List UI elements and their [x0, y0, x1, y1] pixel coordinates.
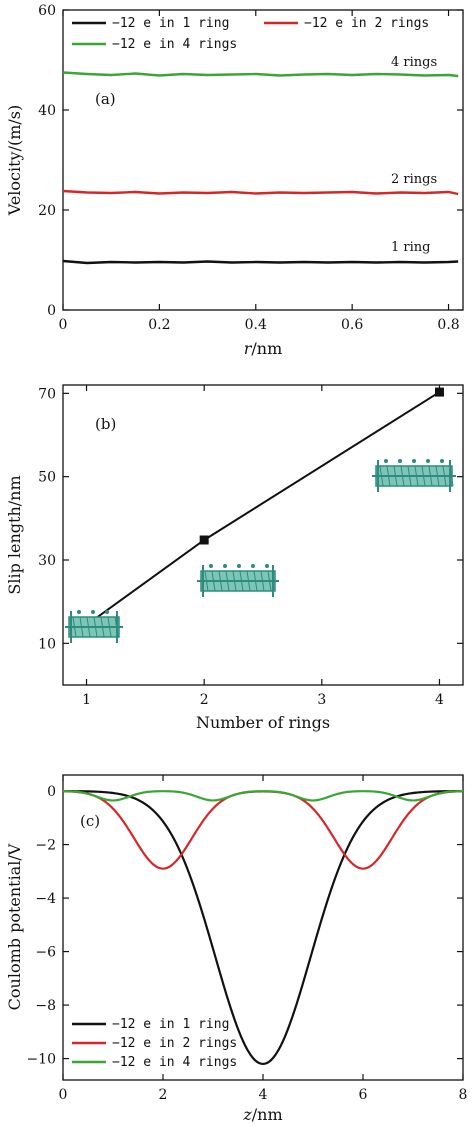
panel-c-label: (c) [80, 812, 100, 830]
panel-b-xtick-label: 1 [82, 692, 91, 708]
panel-b-ytick-label: 70 [38, 386, 56, 402]
panel-c-xlabel: z/nm [242, 1105, 282, 1124]
panel-a-legend: −12 e in 1 ring −12 e in 2 rings −12 e i… [72, 16, 429, 52]
charge-dot [398, 459, 402, 463]
panel-a-xtick-label: 0.8 [437, 317, 459, 333]
panel-b-xtick-label: 3 [317, 692, 326, 708]
panel-b-ytick-label: 30 [38, 553, 56, 569]
legend-a-label-2: −12 e in 2 rings [304, 16, 429, 31]
panel-c: 0 2 4 6 8 0 −2 −4 −6 −8 −10 (c) Coulomb potential/… [5, 774, 468, 1124]
panel-a-series-2 [62, 189, 459, 196]
panel-c-legend: −12 e in 1 ring −12 e in 2 rings −12 e i… [72, 1017, 237, 1070]
panel-b-xtick-label: 4 [435, 692, 444, 708]
charge-dot [384, 459, 388, 463]
nanotube-1-ring-illustration [65, 610, 123, 643]
charge-dot [426, 459, 430, 463]
panel-c-ytick-label: −10 [26, 1052, 56, 1068]
legend-c-label-2: −12 e in 2 rings [112, 1036, 237, 1051]
panel-c-xtick-label: 2 [159, 1087, 168, 1103]
panel-c-xtick-label: 6 [359, 1087, 368, 1103]
panel-a-xtick-label: 0 [59, 317, 68, 333]
panel-c-ytick-label: −2 [35, 838, 56, 854]
charge-dot [412, 459, 416, 463]
legend-a-label-1: −12 e in 1 ring [112, 16, 229, 31]
charge-dot [265, 564, 269, 568]
charge-dot [251, 564, 255, 568]
annotation-2-rings: 2 rings [391, 172, 437, 187]
nanotube-2-rings-illustration [197, 564, 279, 597]
charge-dot [223, 564, 227, 568]
panel-b-frame [62, 384, 464, 686]
panel-a-label: (a) [95, 90, 116, 108]
panel-b-label: (b) [95, 415, 116, 433]
charge-dot [105, 610, 109, 614]
annotation-1-ring: 1 ring [391, 240, 430, 255]
panel-b-ytick-label: 50 [38, 470, 56, 486]
panel-b-xlabel: Number of rings [196, 713, 330, 732]
panel-b-ytick-label: 10 [38, 636, 56, 652]
panel-a-xlabel-unit: /nm [251, 339, 282, 358]
coulomb-series-3 [62, 790, 464, 802]
panel-a-series-3 [62, 71, 459, 78]
panel-c-ylabel: Coulomb potential/V [5, 843, 24, 1010]
panel-a-xlabel-var: r [244, 339, 253, 358]
panel-c-xtick-label: 8 [459, 1087, 468, 1103]
panel-c-ytick-label: −4 [35, 891, 56, 907]
panel-a-xtick-label: 0.6 [341, 317, 363, 333]
annotation-4-rings: 4 rings [391, 55, 437, 70]
panel-c-xtick-label: 0 [59, 1087, 68, 1103]
charge-dot [237, 564, 241, 568]
panel-c-xtick-label: 4 [259, 1087, 268, 1103]
panel-a-ytick-label: 0 [47, 303, 56, 319]
charge-dot [209, 564, 213, 568]
charge-dot [91, 610, 95, 614]
panel-a-ylabel: Velocity/(m/s) [5, 105, 24, 217]
legend-c-label-1: −12 e in 1 ring [112, 1017, 229, 1032]
panel-a-ytick-label: 40 [38, 103, 56, 119]
panel-b-xtick-label: 2 [200, 692, 209, 708]
charge-dot [440, 459, 444, 463]
panel-b: 1 2 3 4 10 30 50 70 (b) Slip length/nm Number o… [5, 384, 464, 732]
panel-c-ytick-label: 0 [47, 784, 56, 800]
panel-a-xlabel: r/nm [244, 339, 283, 358]
panel-a-xtick-label: 0.4 [245, 317, 267, 333]
slip-length-point [434, 387, 444, 397]
panel-a-series-1 [62, 259, 459, 265]
panel-a-ytick-label: 60 [38, 3, 56, 19]
panel-a-frame [62, 9, 464, 311]
panel-c-xlabel-var: z [242, 1105, 252, 1124]
coulomb-series-2 [62, 790, 464, 870]
legend-a-label-3: −12 e in 4 rings [112, 37, 237, 52]
legend-c-label-3: −12 e in 4 rings [112, 1055, 237, 1070]
panel-c-ytick-label: −6 [35, 945, 56, 961]
charge-dot [77, 610, 81, 614]
slip-length-point [199, 535, 209, 545]
panel-a-ytick-label: 20 [38, 203, 56, 219]
panel-a-xtick-label: 0.2 [148, 317, 170, 333]
nanotube-4-rings-illustration [372, 459, 456, 492]
panel-c-xlabel-unit: /nm [252, 1105, 283, 1124]
panel-b-ylabel: Slip length/nm [5, 475, 24, 594]
panel-c-ytick-label: −8 [35, 998, 56, 1014]
